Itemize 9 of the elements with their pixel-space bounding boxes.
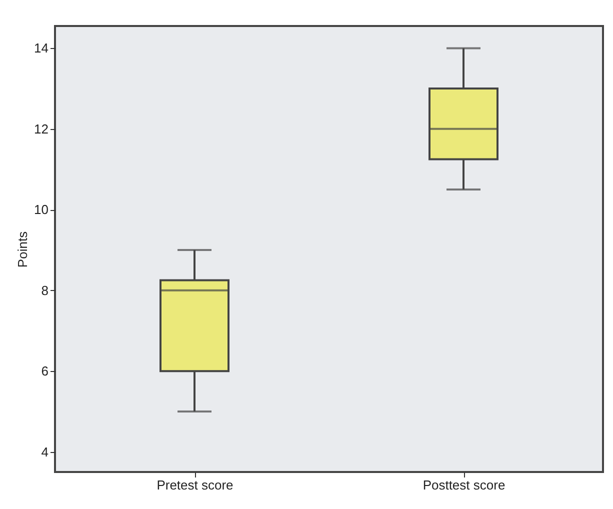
y-tick-label: 4 [41, 444, 48, 460]
y-tick-label: 14 [34, 40, 48, 56]
y-tick-label: 8 [41, 282, 48, 298]
x-tick-label: Pretest score [156, 478, 234, 492]
y-tick-label: 10 [34, 202, 48, 218]
y-axis-title: Points [15, 230, 30, 268]
y-tick-label: 6 [41, 364, 48, 379]
x-tick-label: Posttest score [422, 478, 506, 492]
y-tick-label: 12 [34, 121, 48, 136]
